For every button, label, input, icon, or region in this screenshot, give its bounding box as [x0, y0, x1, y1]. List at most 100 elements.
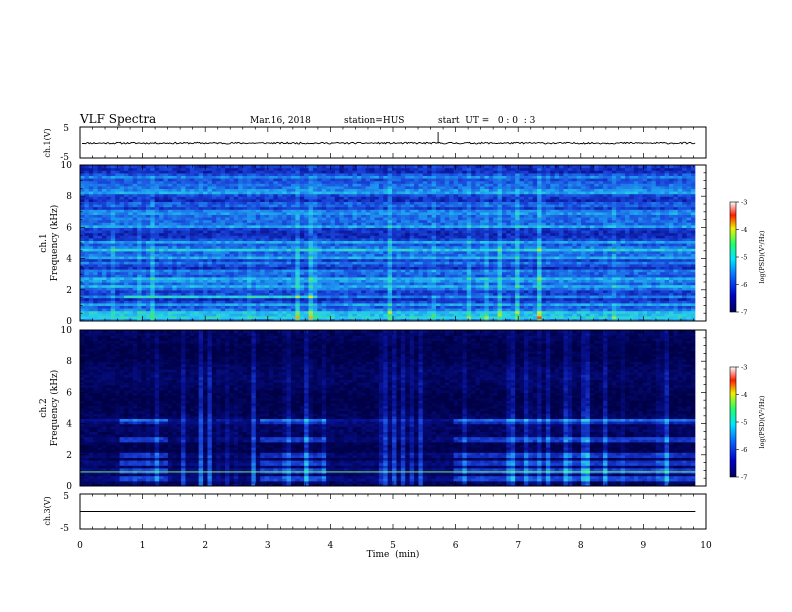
heatmap-cell [123, 224, 129, 228]
heatmap-cell [400, 243, 406, 247]
heatmap-cell [387, 235, 393, 239]
heatmap-cell [84, 302, 90, 306]
heatmap-cell [106, 289, 112, 293]
heatmap-cell [431, 193, 437, 197]
heatmap-cell [154, 266, 160, 270]
heatmap-cell [238, 237, 244, 241]
heatmap-cell [431, 224, 437, 228]
heatmap-cell [405, 196, 411, 200]
heatmap-cell [414, 167, 420, 171]
heatmap-cell [97, 191, 103, 195]
heatmap-cell [273, 232, 279, 236]
heatmap-cell [93, 219, 99, 223]
heatmap-cell [128, 183, 134, 187]
heatmap-cell [334, 279, 340, 283]
heatmap-cell [295, 196, 301, 200]
heatmap-cell [431, 276, 437, 280]
heatmap-cell [101, 198, 107, 202]
heatmap-cell [233, 292, 239, 296]
heatmap-cell [176, 245, 182, 249]
heatmap-cell [84, 261, 90, 265]
heatmap-cell [181, 201, 187, 205]
heatmap-cell [84, 224, 90, 228]
heatmap-cell [80, 305, 85, 309]
heatmap-cell [299, 274, 305, 278]
heatmap-cell [220, 297, 226, 301]
heatmap-cell [361, 243, 367, 247]
heatmap-cell [163, 253, 169, 257]
heatmap-cell [137, 230, 143, 234]
heatmap-cell [343, 224, 349, 228]
heatmap-cell [348, 269, 354, 273]
heatmap-cell [203, 165, 209, 169]
heatmap-cell [365, 217, 371, 221]
heatmap-cell [418, 230, 424, 234]
heatmap-cell [203, 219, 209, 223]
heatmap-cell [220, 183, 226, 187]
heatmap-cell [255, 232, 261, 236]
heatmap-cell [414, 193, 420, 197]
heatmap-cell [101, 217, 107, 221]
heatmap-cell [339, 183, 345, 187]
heatmap-cell [405, 175, 411, 179]
heatmap-cell [392, 178, 398, 182]
heatmap-cell [198, 175, 204, 179]
heatmap-cell [115, 227, 121, 231]
heatmap-cell [150, 261, 156, 265]
heatmap-cell [141, 193, 147, 197]
heatmap-cell [387, 237, 393, 241]
heatmap-cell [128, 204, 134, 208]
heatmap-cell [348, 302, 354, 306]
heatmap-cell [233, 308, 239, 312]
heatmap-cell [181, 235, 187, 239]
heatmap-cell [400, 282, 406, 286]
heatmap-cell [145, 237, 151, 241]
heatmap-cell [238, 282, 244, 286]
heatmap-cell [88, 175, 94, 179]
heatmap-cell [260, 240, 266, 244]
heatmap-cell [238, 253, 244, 257]
heatmap-cell [348, 313, 354, 317]
heatmap-cell [317, 230, 323, 234]
heatmap-cell [264, 269, 270, 273]
heatmap-cell [422, 191, 428, 195]
heatmap-cell [308, 209, 314, 213]
heatmap-cell [154, 297, 160, 301]
heatmap-cell [396, 274, 402, 278]
heatmap-cell [154, 310, 160, 314]
heatmap-cell [286, 165, 292, 169]
heatmap-cell [115, 178, 121, 182]
heatmap-cell [110, 172, 116, 176]
heatmap-cell [93, 289, 99, 293]
heatmap-cell [189, 193, 195, 197]
heatmap-cell [150, 256, 156, 260]
heatmap-cell [431, 315, 437, 319]
heatmap-cell [352, 258, 358, 262]
heatmap-cell [128, 263, 134, 267]
heatmap-cell [229, 258, 235, 262]
heatmap-cell [365, 237, 371, 241]
heatmap-cell [387, 261, 393, 265]
heatmap-cell [299, 243, 305, 247]
heatmap-cell [348, 261, 354, 265]
heatmap-cell [167, 287, 173, 291]
heatmap-cell [365, 188, 371, 192]
heatmap-cell [330, 235, 336, 239]
heatmap-cell [211, 297, 217, 301]
heatmap-cell [229, 297, 235, 301]
heatmap-cell [101, 292, 107, 296]
heatmap-cell [273, 167, 279, 171]
heatmap-cell [436, 292, 442, 296]
heatmap-cell [374, 295, 380, 299]
heatmap-cell [290, 315, 296, 319]
heatmap-cell [242, 201, 248, 205]
heatmap-cell [181, 191, 187, 195]
heatmap-cell [348, 188, 354, 192]
heatmap-cell [418, 271, 424, 275]
heatmap-cell [414, 279, 420, 283]
heatmap-cell [247, 222, 253, 226]
heatmap-cell [233, 230, 239, 234]
heatmap-cell [242, 256, 248, 260]
heatmap-cell [414, 191, 420, 195]
heatmap-cell [277, 227, 283, 231]
